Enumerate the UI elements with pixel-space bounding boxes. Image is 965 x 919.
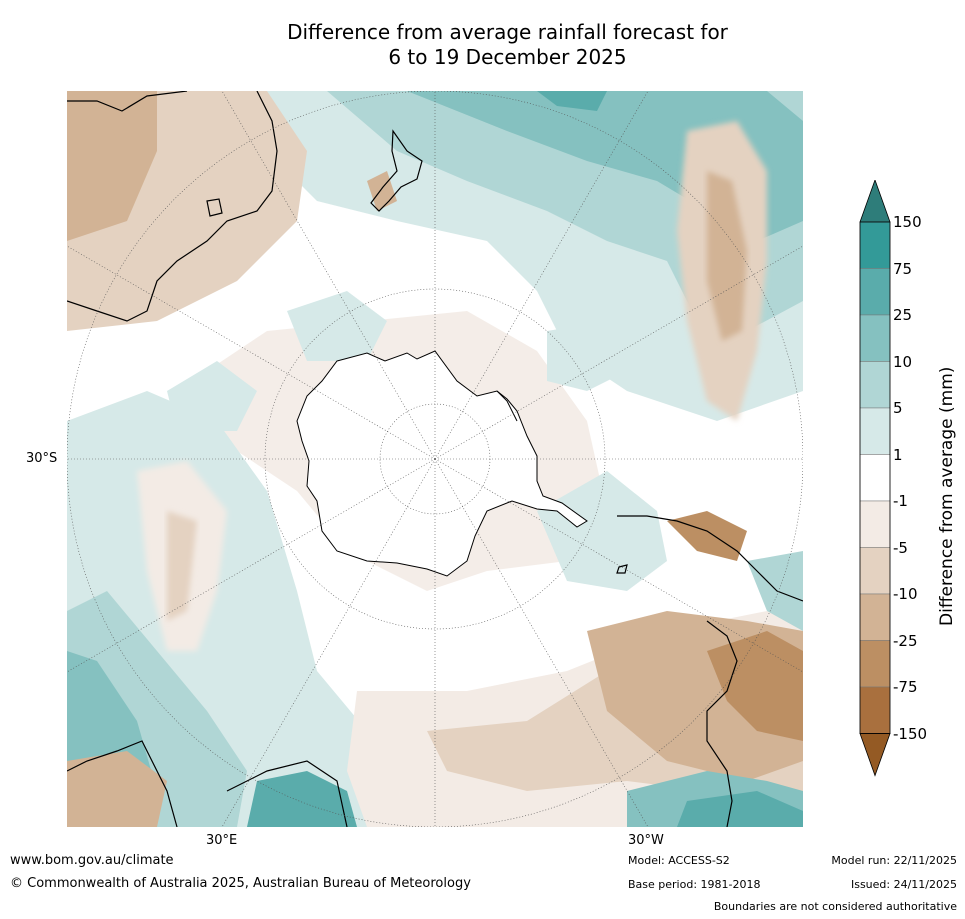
colorbar [859,180,891,777]
colorbar-outline [859,221,891,734]
tasmania-coast [206,198,223,217]
dry-band-indian-ocean-core [167,511,197,621]
wet-patch-weddell [537,471,667,591]
colorbar-tick-label: -1 [893,492,908,510]
colorbar-swatch [859,593,891,641]
model-text: Model: ACCESS-S2 [628,854,730,867]
south-africa-coast [226,760,348,827]
colorbar-extend-min [859,733,891,777]
title-line-1: Difference from average rainfall forecas… [287,20,728,44]
graticule [67,91,803,827]
copyright-text: © Commonwealth of Australia 2025, Austra… [10,876,471,891]
falkland-islands [616,564,628,574]
colorbar-swatch [859,361,891,409]
colorbar-title: Difference from average (mm) [937,366,957,626]
colorbar-swatch [859,407,891,455]
dry-patch-drake [667,511,747,561]
colorbar-tick-label: 25 [893,306,913,324]
colorbar-tick-label: -75 [893,678,918,696]
antarctica-outline [296,350,588,577]
rainfall-anomaly-map [67,91,803,827]
africa-coast [67,740,178,827]
antarctic-peninsula [496,390,518,422]
dry-band-east-pacific-core [707,171,747,341]
longitude-label-30w: 30°W [628,833,664,848]
coastlines [67,91,803,827]
colorbar-tick-label: 10 [893,352,913,371]
disclaimer-text: Boundaries are not considered authoritat… [713,900,957,913]
colorbar-swatch [859,221,891,269]
colorbar-tick-label: -25 [893,631,918,650]
colorbar-tick-label: 5 [893,399,903,417]
title-line-2: 6 to 19 December 2025 [388,45,627,69]
colorbar-tick-label: -150 [893,724,928,743]
colorbar-swatch [859,686,891,734]
latitude-label-30s: 30°S [26,451,58,466]
colorbar-swatch [859,547,891,595]
colorbar-swatch [859,500,891,548]
colorbar-swatch [859,314,891,362]
colorbar-swatch [859,640,891,688]
issued-text: Issued: 24/11/2025 [850,878,957,891]
colorbar-tick-label: -5 [893,538,908,557]
base-period-text: Base period: 1981-2018 [628,878,761,891]
colorbar-tick-label: 75 [893,259,913,278]
wet-region-south-pacific-peak [537,91,607,111]
australia-coast [67,91,278,322]
dry-region-africa [67,751,167,827]
website-link[interactable]: www.bom.gov.au/climate [10,853,174,868]
wet-region-subtropic-atlantic [747,551,803,631]
new-zealand-coast [370,129,423,212]
colorbar-swatch [859,268,891,316]
colorbar-swatch [859,454,891,502]
model-run-text: Model run: 22/11/2025 [831,854,957,867]
anomaly-shading [67,91,803,827]
wet-patch-ross [287,291,387,361]
dry-region-south-america-core [707,631,803,741]
longitude-label-30e: 30°E [206,833,238,848]
wet-patch-south-africa [247,771,357,827]
wet-patch-amundsen [547,321,627,391]
south-america-coast [617,515,803,827]
colorbar-tick-label: 1 [893,445,903,464]
wet-region-brazil-coast-core [677,791,803,827]
wet-patch-indian-south [167,361,257,431]
colorbar-extend-max [859,180,891,223]
colorbar-tick-label: -10 [893,585,918,603]
colorbar-tick-label: 150 [893,213,922,231]
dry-region-australia-east [97,91,157,141]
map-title: Difference from average rainfall forecas… [170,20,845,70]
